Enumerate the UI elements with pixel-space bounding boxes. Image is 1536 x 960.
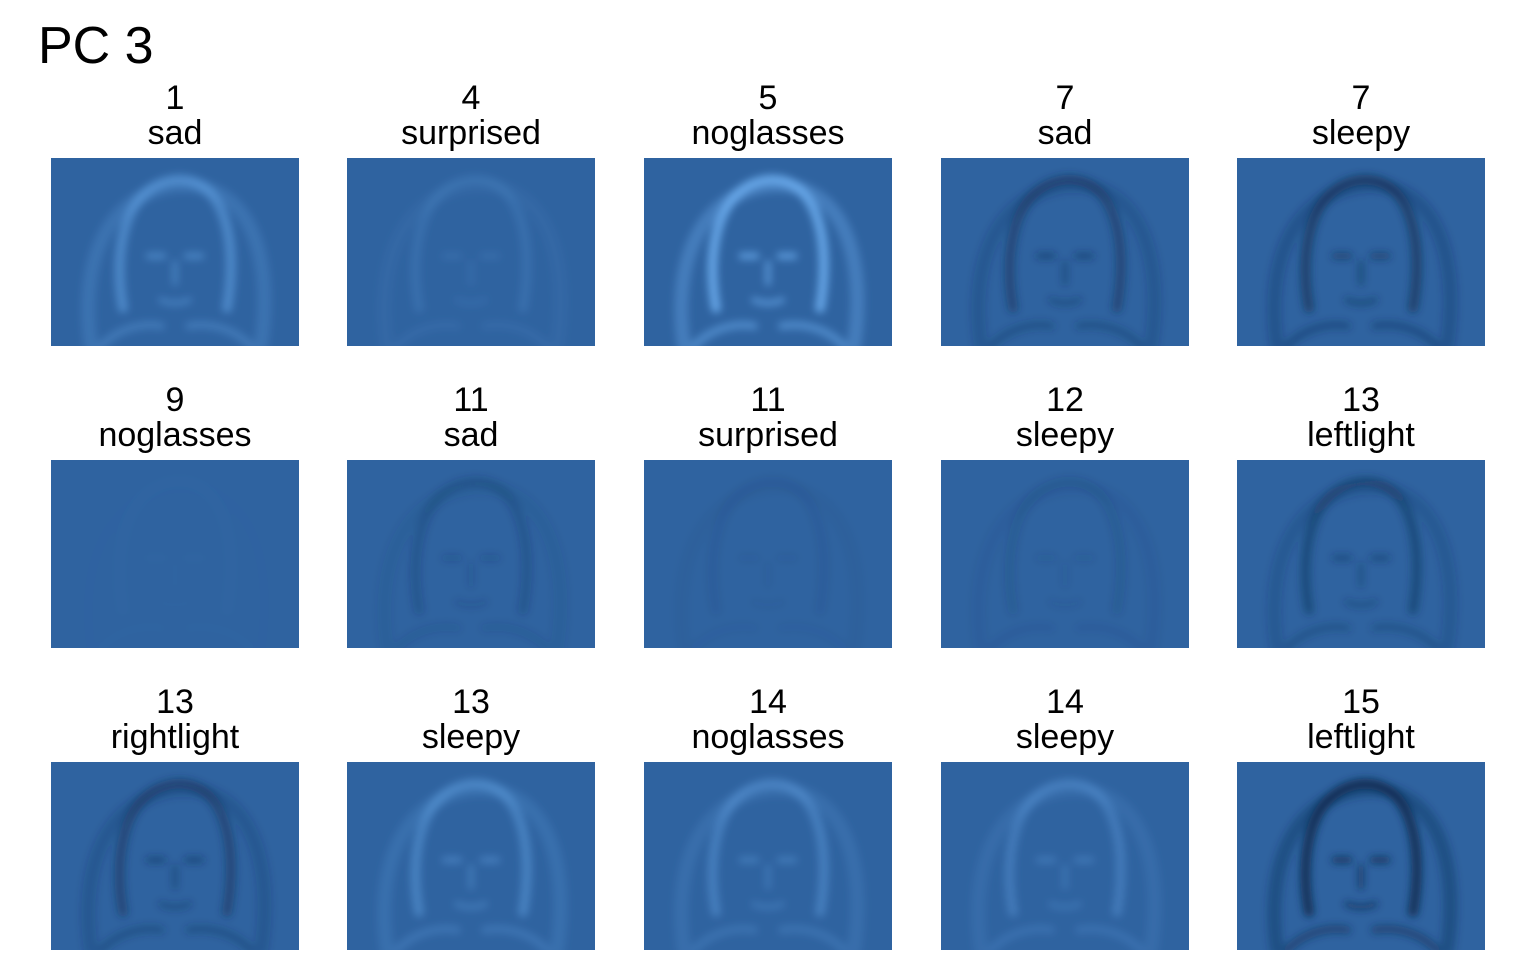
- panel-subject-label: 7: [1351, 79, 1371, 117]
- panel-subject-label: 13: [1342, 381, 1380, 419]
- face-image: [644, 158, 892, 346]
- panel-condition-label: sleepy: [1015, 720, 1115, 755]
- panel-condition-label: sad: [443, 418, 499, 453]
- panel-condition-label: sleepy: [1015, 418, 1115, 453]
- panel-condition-label: sad: [1037, 116, 1093, 151]
- panel-condition-label: surprised: [698, 418, 838, 453]
- face-image: [347, 158, 595, 346]
- panel-condition-label: noglasses: [691, 116, 845, 151]
- face-image: [644, 460, 892, 648]
- face-image: [347, 762, 595, 950]
- face-image: [1237, 762, 1485, 950]
- panel-subject-label: 4: [461, 79, 481, 117]
- panel-subject-label: 15: [1342, 683, 1380, 721]
- panel-condition-label: noglasses: [691, 720, 845, 755]
- panel-subject-label: 13: [156, 683, 194, 721]
- panel-subject-label: 9: [165, 381, 185, 419]
- face-image: [941, 158, 1189, 346]
- face-image: [51, 460, 299, 648]
- face-image: [941, 460, 1189, 648]
- face-image: [1237, 460, 1485, 648]
- panel-condition-label: leftlight: [1307, 720, 1415, 755]
- panel-subject-label: 14: [749, 683, 787, 721]
- face-image: [941, 762, 1189, 950]
- panel-subject-label: 11: [750, 381, 786, 419]
- panel-subject-label: 14: [1046, 683, 1084, 721]
- panel-subject-label: 13: [452, 683, 490, 721]
- panel-condition-label: noglasses: [98, 418, 252, 453]
- panel-condition-label: sleepy: [421, 720, 521, 755]
- face-image: [51, 158, 299, 346]
- panel-condition-label: leftlight: [1307, 418, 1415, 453]
- page-title: PC 3: [38, 17, 154, 75]
- face-image: [51, 762, 299, 950]
- panel-subject-label: 12: [1046, 381, 1084, 419]
- face-image: [1237, 158, 1485, 346]
- panel-subject-label: 5: [758, 79, 778, 117]
- panel-condition-label: sleepy: [1311, 116, 1411, 151]
- panel-condition-label: rightlight: [110, 720, 240, 755]
- panel-subject-label: 11: [453, 381, 489, 419]
- panel-subject-label: 1: [165, 79, 185, 117]
- panel-condition-label: surprised: [401, 116, 541, 151]
- face-image: [644, 762, 892, 950]
- panel-condition-label: sad: [147, 116, 203, 151]
- face-image: [347, 460, 595, 648]
- panel-subject-label: 7: [1055, 79, 1075, 117]
